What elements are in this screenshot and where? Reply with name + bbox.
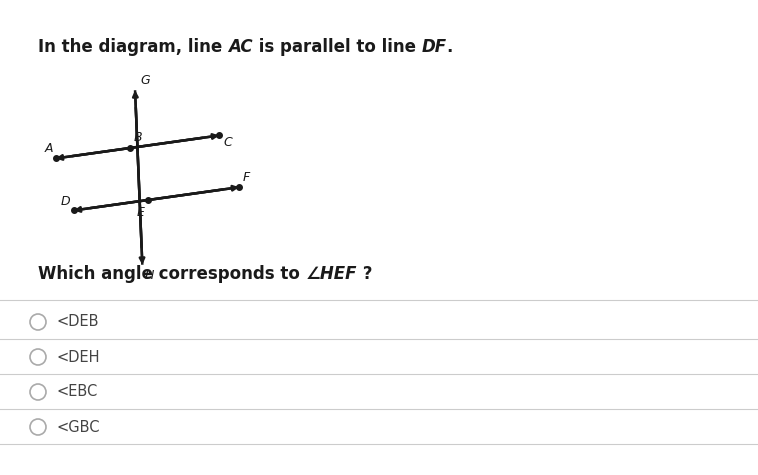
Text: A: A: [44, 142, 53, 155]
Text: <EBC: <EBC: [56, 384, 97, 399]
Text: ∠HEF: ∠HEF: [305, 265, 357, 283]
Text: E: E: [137, 206, 145, 219]
Text: <DEB: <DEB: [56, 314, 99, 330]
Text: H: H: [144, 269, 154, 282]
Text: B: B: [134, 131, 143, 144]
Text: DF: DF: [421, 38, 446, 56]
Text: <DEH: <DEH: [56, 350, 99, 364]
Text: <GBC: <GBC: [56, 419, 99, 435]
Text: AC: AC: [228, 38, 252, 56]
Text: F: F: [243, 171, 250, 184]
Text: In the diagram, line: In the diagram, line: [38, 38, 228, 56]
Text: Which angle corresponds to: Which angle corresponds to: [38, 265, 305, 283]
Text: G: G: [140, 74, 149, 87]
Text: D: D: [61, 195, 70, 209]
Text: C: C: [223, 136, 232, 150]
Text: ?: ?: [357, 265, 373, 283]
Text: is parallel to line: is parallel to line: [252, 38, 421, 56]
Text: .: .: [446, 38, 453, 56]
